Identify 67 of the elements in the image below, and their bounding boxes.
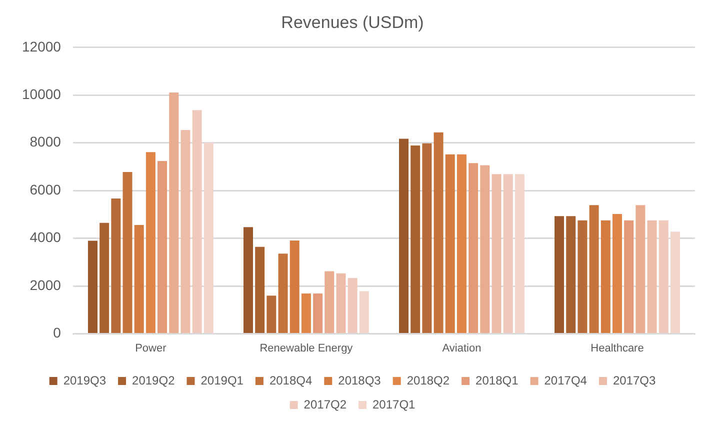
bar	[624, 220, 634, 334]
legend-label: 2017Q2	[304, 397, 347, 412]
bar	[255, 246, 265, 334]
bar	[204, 142, 214, 334]
y-tick-label: 2000	[30, 276, 62, 293]
bar	[445, 154, 455, 334]
bar	[146, 152, 156, 334]
bar	[554, 216, 564, 334]
legend-label: 2019Q2	[132, 373, 176, 388]
legend-label: 2018Q1	[476, 373, 519, 388]
bar	[243, 227, 253, 334]
legend-label: 2019Q3	[63, 373, 106, 388]
y-tick-label: 10000	[22, 86, 62, 102]
bar	[180, 130, 190, 334]
bar	[468, 163, 478, 334]
bar	[88, 240, 98, 334]
bar	[134, 224, 144, 334]
y-tick-label: 12000	[22, 38, 62, 54]
legend-label: 2018Q4	[269, 373, 312, 388]
bar	[169, 92, 179, 334]
legend-label: 2017Q4	[544, 373, 588, 388]
bar	[600, 220, 610, 334]
bar	[480, 165, 490, 334]
bar	[503, 174, 513, 334]
bar	[359, 291, 369, 334]
bar	[100, 222, 110, 334]
bar	[514, 174, 524, 334]
legend-label: 2018Q3	[338, 373, 382, 388]
bar	[290, 240, 300, 334]
bar	[578, 220, 588, 334]
bar	[122, 172, 132, 334]
bar	[612, 214, 622, 334]
bar	[348, 278, 358, 334]
y-tick-label: 4000	[30, 229, 62, 246]
y-tick-label: 6000	[30, 181, 62, 198]
bar	[158, 161, 168, 334]
bar	[658, 220, 668, 334]
bar	[566, 216, 576, 334]
legend-label: 2019Q1	[200, 373, 244, 388]
y-tick-label: 0	[53, 324, 62, 341]
x-tick-label: Healthcare	[590, 342, 644, 354]
bar	[434, 132, 444, 334]
x-tick-label: Renewable Energy	[260, 342, 354, 354]
bar	[266, 296, 276, 334]
bar	[111, 198, 121, 334]
bar	[636, 205, 646, 334]
legend-label: 2018Q2	[406, 373, 450, 388]
bar	[670, 232, 680, 334]
bar	[192, 110, 202, 334]
bar	[647, 220, 657, 334]
bar	[492, 174, 502, 334]
bar	[456, 154, 466, 334]
x-tick-label: Power	[135, 342, 167, 354]
bar	[278, 254, 288, 334]
bar	[324, 271, 334, 334]
legend-label: 2017Q3	[612, 373, 656, 388]
bar	[399, 138, 409, 334]
legend-label: 2017Q1	[372, 397, 416, 412]
chart-title: Revenues (USDm)	[281, 12, 424, 32]
bar	[589, 205, 599, 334]
y-tick-label: 8000	[30, 134, 62, 150]
bar	[313, 293, 323, 334]
bar	[410, 145, 420, 334]
x-tick-label: Aviation	[442, 342, 482, 354]
bar	[336, 273, 346, 334]
bar	[422, 143, 432, 334]
bar	[301, 293, 311, 334]
